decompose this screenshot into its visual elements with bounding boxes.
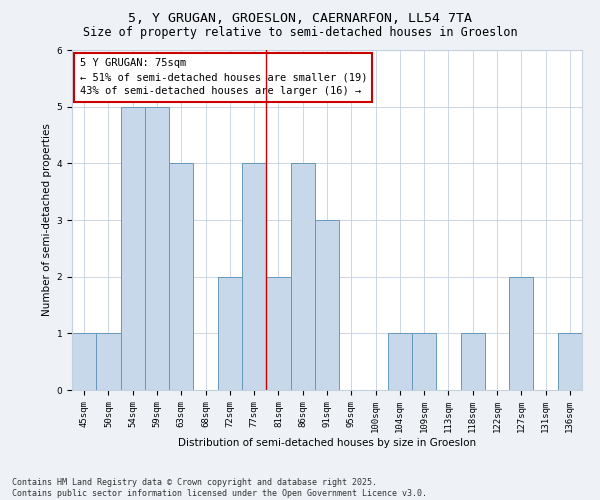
- Bar: [266, 276, 290, 390]
- Bar: [72, 334, 96, 390]
- X-axis label: Distribution of semi-detached houses by size in Groeslon: Distribution of semi-detached houses by …: [178, 438, 476, 448]
- Bar: [388, 334, 412, 390]
- Text: Size of property relative to semi-detached houses in Groeslon: Size of property relative to semi-detach…: [83, 26, 517, 39]
- Bar: [96, 334, 121, 390]
- Bar: [461, 334, 485, 390]
- Text: 5 Y GRUGAN: 75sqm
← 51% of semi-detached houses are smaller (19)
43% of semi-det: 5 Y GRUGAN: 75sqm ← 51% of semi-detached…: [80, 58, 367, 96]
- Text: Contains HM Land Registry data © Crown copyright and database right 2025.
Contai: Contains HM Land Registry data © Crown c…: [12, 478, 427, 498]
- Bar: [412, 334, 436, 390]
- Bar: [121, 106, 145, 390]
- Bar: [218, 276, 242, 390]
- Bar: [315, 220, 339, 390]
- Bar: [169, 164, 193, 390]
- Bar: [145, 106, 169, 390]
- Bar: [509, 276, 533, 390]
- Text: 5, Y GRUGAN, GROESLON, CAERNARFON, LL54 7TA: 5, Y GRUGAN, GROESLON, CAERNARFON, LL54 …: [128, 12, 472, 26]
- Bar: [242, 164, 266, 390]
- Bar: [290, 164, 315, 390]
- Y-axis label: Number of semi-detached properties: Number of semi-detached properties: [43, 124, 52, 316]
- Bar: [558, 334, 582, 390]
